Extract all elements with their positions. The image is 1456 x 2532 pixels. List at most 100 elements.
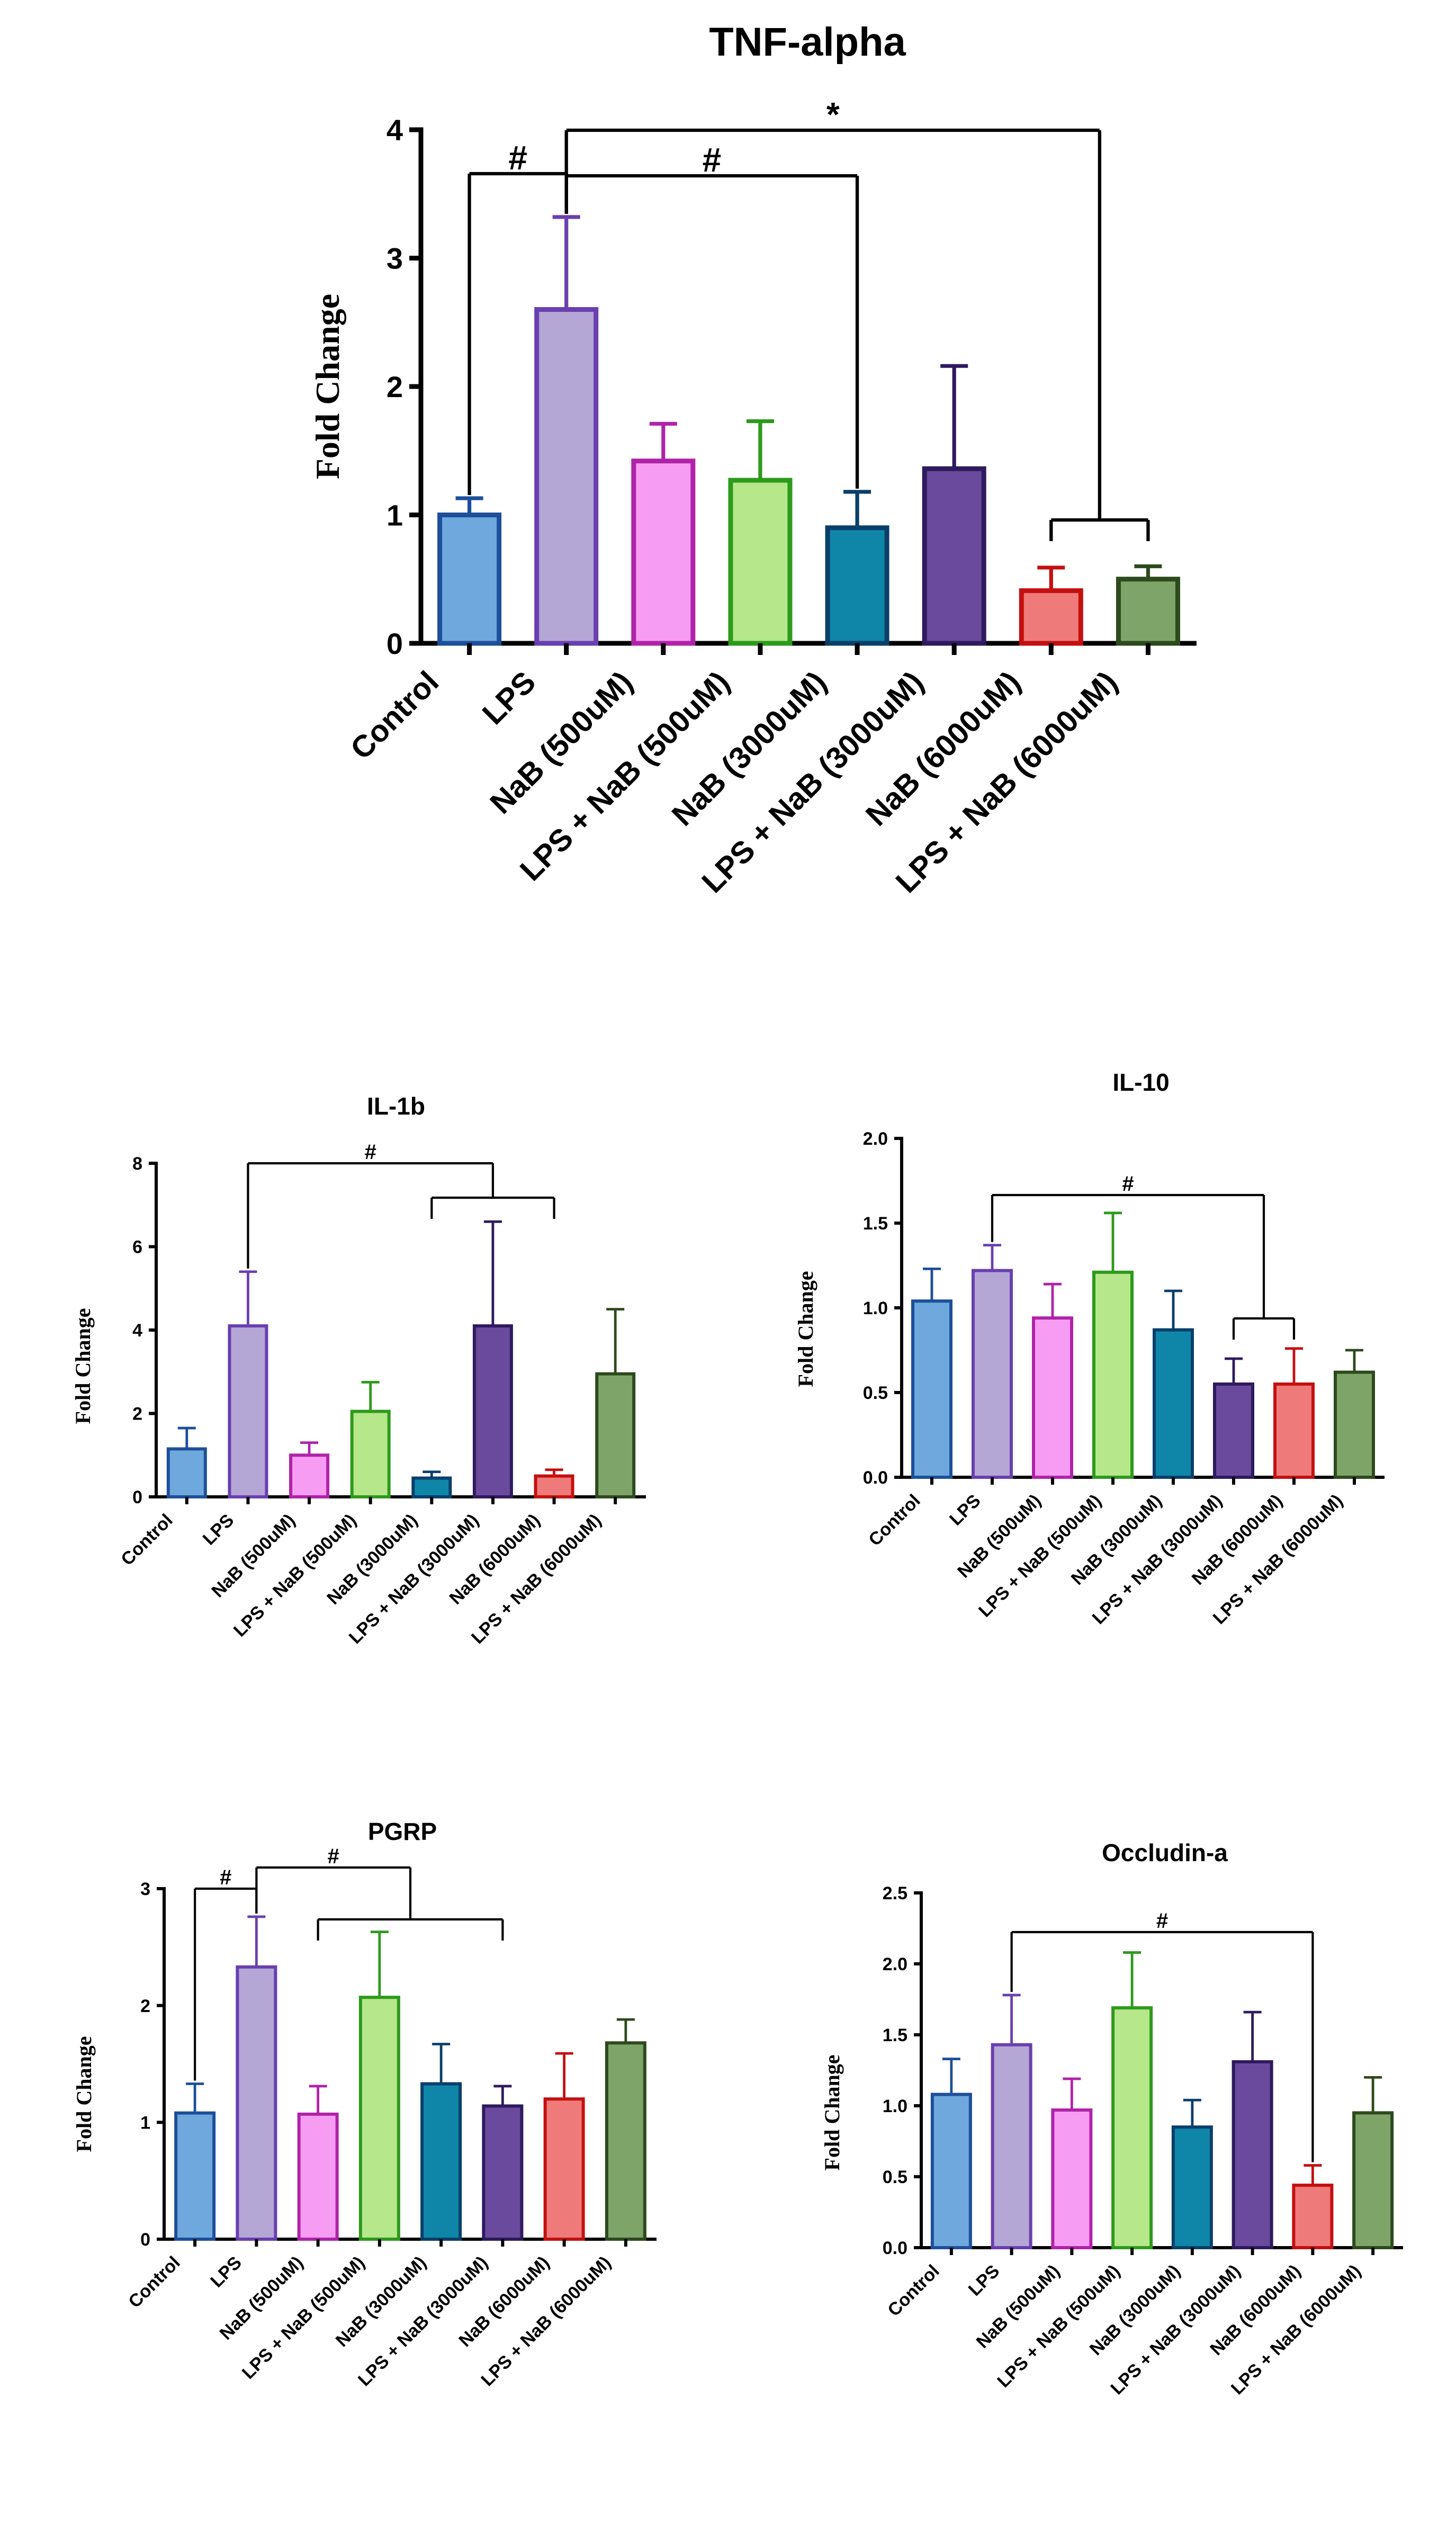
bracket-fork (1232, 1195, 1296, 1340)
bar-lps-nab-3000um- (482, 2104, 524, 2241)
y-axis-label: Fold Change (309, 294, 346, 479)
significance-marker: # (365, 1141, 376, 1164)
y-tick-label: 0.5 (863, 1383, 888, 1403)
x-category-label: LPS (965, 2261, 1004, 2300)
bar-nab-6000um- (1292, 2184, 1334, 2250)
bar-lps-nab-3000um- (922, 466, 986, 646)
bar-lps (228, 1324, 268, 1498)
y-tick-label: 1.0 (863, 1298, 888, 1318)
bar-nab-6000um- (1019, 588, 1083, 646)
bracket-fork (317, 1867, 504, 1941)
bar-control (930, 2093, 972, 2250)
bar-control (174, 2111, 216, 2241)
y-tick-label: 1.5 (863, 1214, 888, 1234)
y-tick-label: 2 (132, 1404, 142, 1424)
y-tick-label: 3 (140, 1879, 150, 1899)
y-tick-label: 0 (132, 1487, 142, 1507)
chart-title: PGRP (368, 1818, 437, 1845)
x-category-label: Control (884, 2261, 943, 2320)
y-axis-label: Fold Change (794, 1271, 817, 1387)
chart-title: TNF-alpha (709, 20, 906, 65)
bar-nab-3000um- (420, 2082, 462, 2241)
bar-lps-nab-500um- (728, 478, 793, 646)
y-axis-label: Fold Change (72, 2036, 96, 2152)
bar-lps-nab-6000um- (1334, 1370, 1375, 1479)
bar-lps-nab-500um- (1092, 1270, 1134, 1479)
y-tick-label: 6 (132, 1237, 142, 1258)
bar-lps-nab-6000um- (1116, 577, 1180, 646)
bar-lps (236, 1965, 277, 2241)
y-tick-label: 0.5 (883, 2167, 907, 2187)
bar-nab-3000um- (825, 525, 889, 646)
bar-lps-nab-3000um- (1213, 1382, 1254, 1479)
y-tick-label: 1.0 (883, 2096, 907, 2116)
y-tick-label: 0.0 (863, 1468, 888, 1488)
bar-lps-nab-500um- (350, 1409, 391, 1498)
bar-nab-6000um- (534, 1474, 574, 1498)
y-axis-label: Fold Change (71, 1308, 95, 1424)
bar-nab-500um- (1032, 1316, 1073, 1479)
y-tick-label: 1 (140, 2113, 150, 2133)
y-tick-label: 4 (132, 1321, 142, 1341)
bracket-fork (430, 1163, 555, 1219)
x-category-label: Control (117, 1510, 176, 1569)
y-tick-label: 2 (387, 370, 403, 403)
x-category-label: Control (124, 2252, 184, 2312)
y-tick-label: 1 (387, 499, 403, 532)
bar-lps (991, 2043, 1032, 2249)
chart-title: IL-1b (367, 1092, 425, 1120)
significance-marker: * (826, 95, 840, 133)
y-tick-label: 0.0 (883, 2238, 907, 2258)
bar-lps (534, 307, 599, 646)
bar-lps-nab-3000um- (1232, 2060, 1273, 2249)
y-tick-label: 0 (387, 627, 403, 660)
bar-lps-nab-500um- (1111, 2006, 1153, 2250)
bar-nab-500um- (297, 2112, 339, 2241)
y-tick-label: 4 (387, 113, 403, 147)
bar-nab-3000um- (1153, 1328, 1194, 1479)
y-tick-label: 1.5 (883, 2025, 907, 2045)
bracket-fork (1049, 130, 1150, 541)
x-category-label: LPS + NaB (500uM) (238, 2252, 369, 2383)
bar-lps-nab-6000um- (595, 1372, 636, 1498)
bar-nab-6000um- (543, 2097, 585, 2241)
significance-marker: # (703, 141, 722, 179)
bar-nab-500um- (289, 1453, 330, 1498)
x-category-label: LPS (199, 1510, 238, 1549)
y-tick-label: 2 (140, 1996, 150, 2016)
bar-nab-500um- (631, 459, 696, 646)
bar-nab-3000um- (1171, 2125, 1213, 2249)
bar-lps-nab-6000um- (1352, 2111, 1394, 2249)
x-category-label: LPS (476, 665, 543, 731)
chart-il-10: IL-10 Fold Change 0.0 0.5 1.0 1.5 2.0 Control LP… (794, 1069, 1385, 1628)
y-tick-label: 2.0 (883, 1954, 907, 1974)
chart-title: Occludin-a (1102, 1839, 1228, 1866)
bar-nab-500um- (1051, 2108, 1093, 2250)
bar-lps-nab-500um- (358, 1996, 400, 2241)
y-tick-label: 8 (132, 1154, 142, 1174)
y-tick-label: 0 (140, 2230, 150, 2250)
y-tick-label: 3 (387, 242, 403, 275)
y-tick-label: 2.5 (883, 1883, 907, 1904)
x-category-label: Control (865, 1491, 924, 1550)
bar-control (911, 1299, 952, 1479)
chart-occludin-a: Occludin-a Fold Change 0.0 0.5 1.0 1.5 2.0 2.5 C… (820, 1839, 1403, 2399)
x-category-label: LPS (206, 2252, 246, 2292)
chart-title: IL-10 (1112, 1069, 1169, 1096)
bar-nab-3000um- (411, 1476, 452, 1498)
x-category-label: Control (344, 665, 445, 766)
bar-control (437, 513, 502, 646)
bar-lps-nab-3000um- (472, 1324, 513, 1498)
significance-marker: # (1122, 1172, 1134, 1196)
bar-lps (972, 1269, 1013, 1479)
y-axis-label: Fold Change (820, 2055, 844, 2171)
significance-marker: # (328, 1845, 339, 1868)
bar-lps-nab-6000um- (605, 2041, 646, 2241)
significance-marker: # (220, 1866, 231, 1889)
y-tick-label: 2.0 (863, 1129, 888, 1149)
significance-marker: # (1156, 1909, 1168, 1933)
